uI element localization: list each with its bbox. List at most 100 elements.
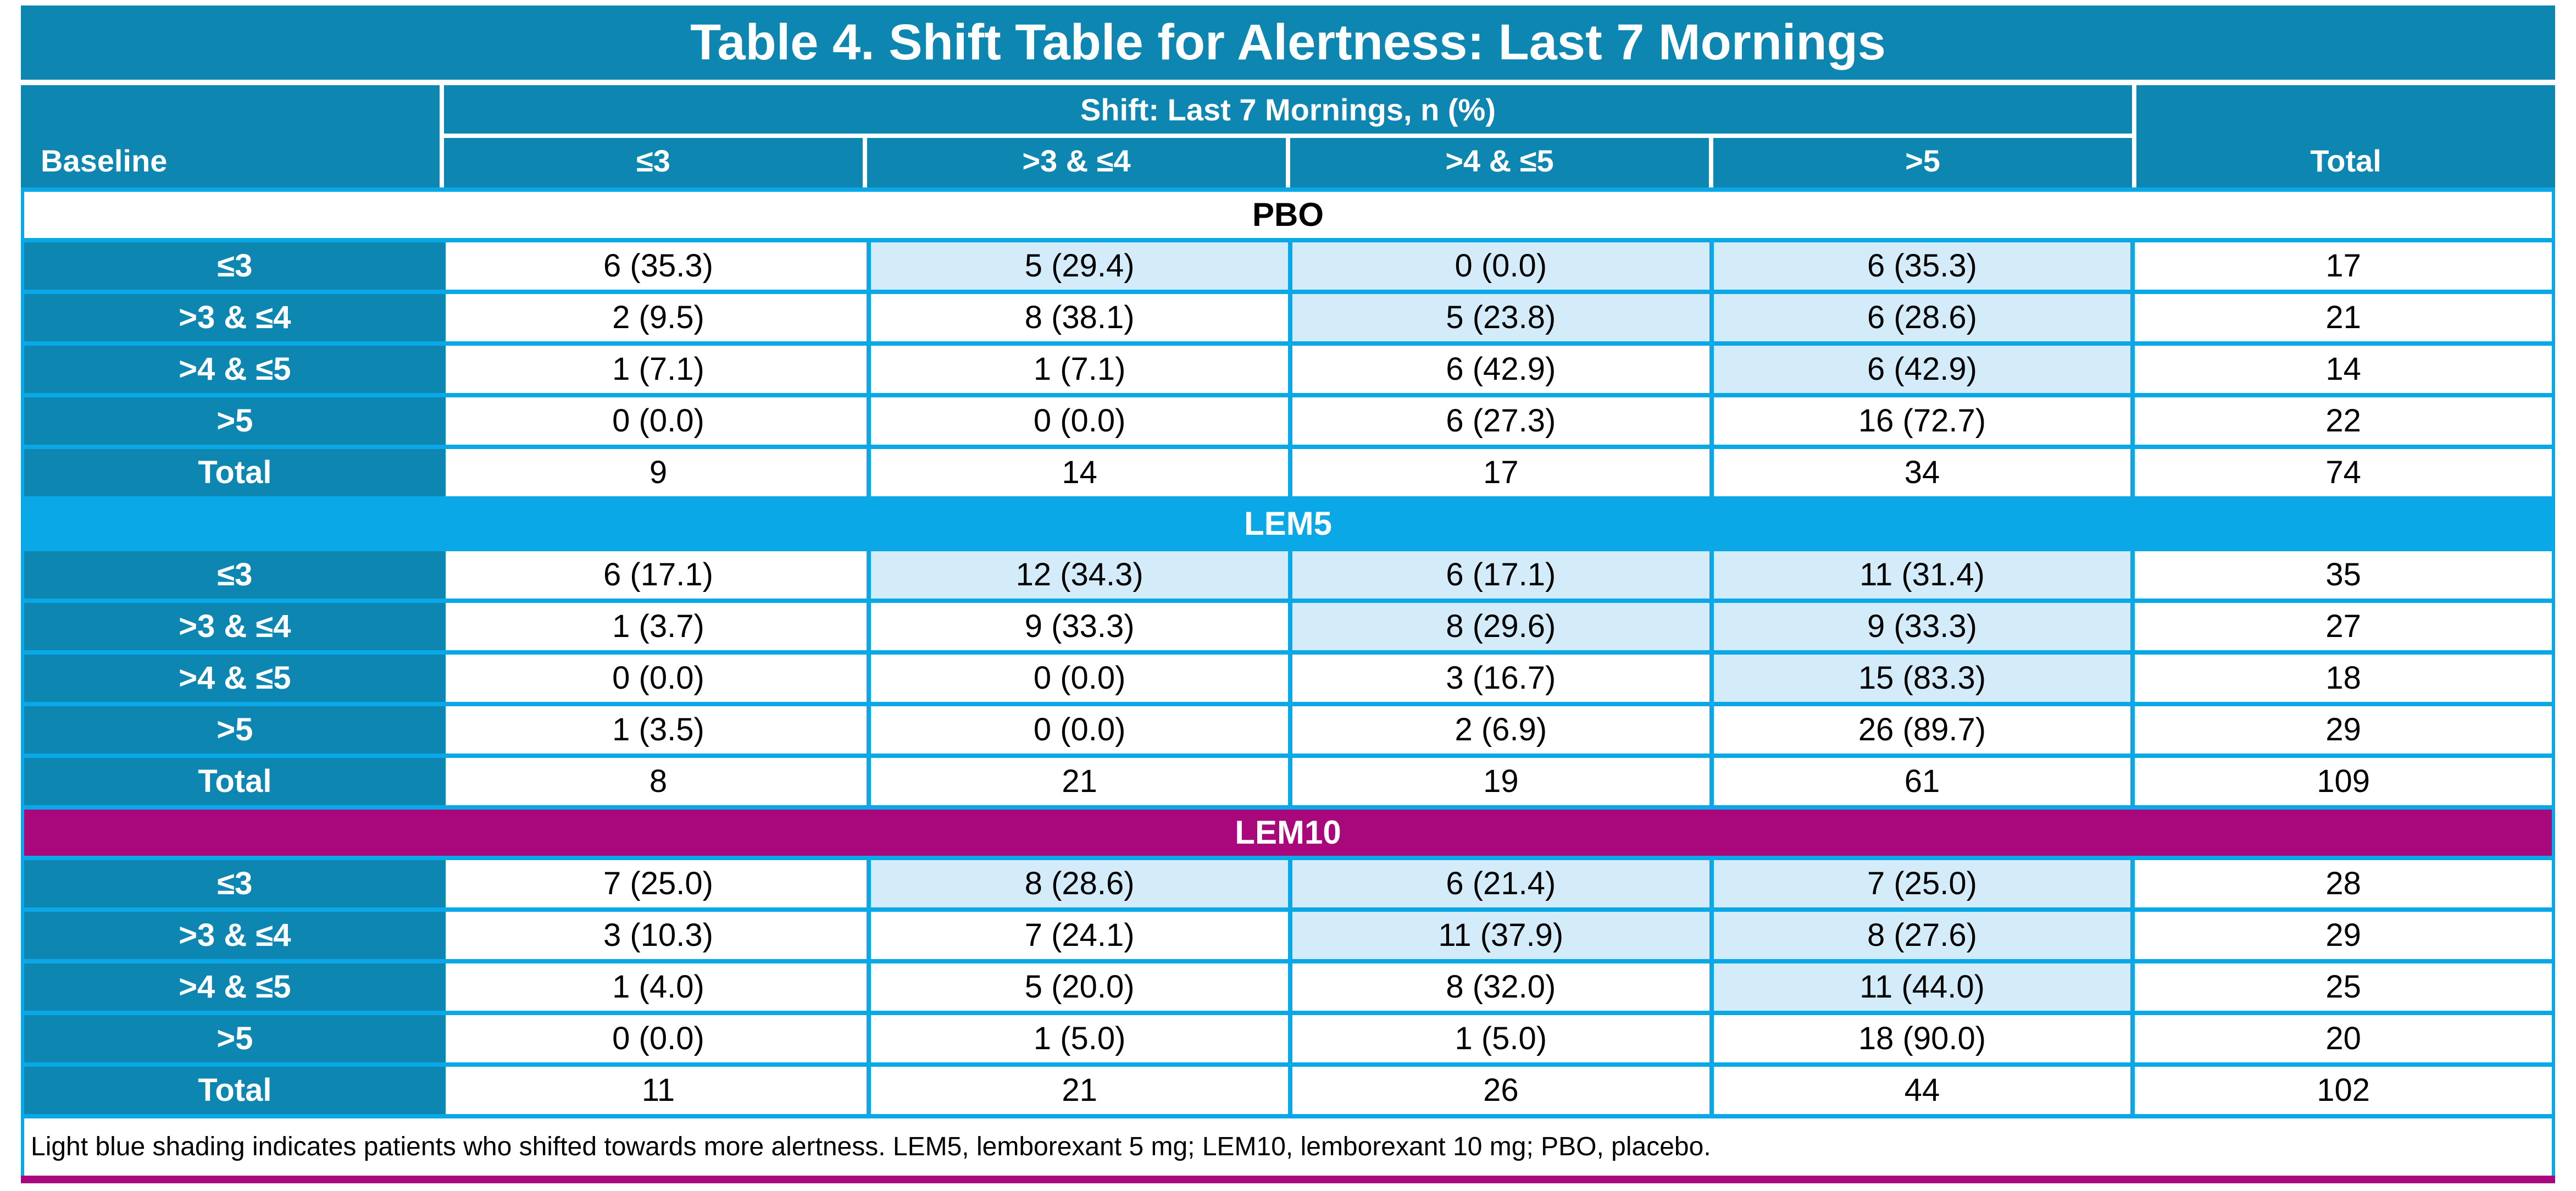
row-total: 102 xyxy=(2130,1067,2552,1114)
table-row: >3 & ≤4 1 (3.7) 9 (33.3) 8 (29.6) 9 (33.… xyxy=(24,599,2552,650)
section-band-lem5: LEM5 xyxy=(24,496,2552,547)
table-row-total: Total 8 21 19 61 109 xyxy=(24,754,2552,805)
header-col-3to4: >3 & ≤4 xyxy=(867,138,1286,187)
cell-shaded: 6 (35.3) xyxy=(1709,242,2131,290)
cell: 44 xyxy=(1709,1067,2131,1114)
cell: 1 (5.0) xyxy=(867,1015,1288,1062)
header-col-gt5: >5 xyxy=(1713,138,2132,187)
cell-shaded: 11 (37.9) xyxy=(1288,912,1709,959)
cell: 19 xyxy=(1288,758,1709,805)
row-total: 109 xyxy=(2130,758,2552,805)
cell: 9 xyxy=(445,449,867,496)
row-total: 20 xyxy=(2130,1015,2552,1062)
header-col-le3: ≤3 xyxy=(444,138,863,187)
cell-shaded: 7 (25.0) xyxy=(1709,860,2131,907)
cell-shaded: 8 (27.6) xyxy=(1709,912,2131,959)
table-title: Table 4. Shift Table for Alertness: Last… xyxy=(21,5,2555,80)
section-band-pbo: PBO xyxy=(24,187,2552,238)
header-col-total: Total xyxy=(2136,85,2555,187)
cell: 6 (17.1) xyxy=(445,551,867,599)
cell: 0 (0.0) xyxy=(867,397,1288,445)
cell: 6 (42.9) xyxy=(1288,346,1709,393)
cell: 18 (90.0) xyxy=(1709,1015,2131,1062)
table-row-total: Total 9 14 17 34 74 xyxy=(24,445,2552,496)
row-label: >3 & ≤4 xyxy=(24,294,446,341)
table-row: >5 0 (0.0) 1 (5.0) 1 (5.0) 18 (90.0) 20 xyxy=(24,1011,2552,1062)
row-total: 25 xyxy=(2130,963,2552,1011)
header-col-4to5: >4 & ≤5 xyxy=(1290,138,1709,187)
cell-shaded: 11 (31.4) xyxy=(1709,551,2131,599)
cell: 7 (24.1) xyxy=(867,912,1288,959)
table-header: Baseline Shift: Last 7 Mornings, n (%) ≤… xyxy=(21,85,2555,187)
cell-shaded: 12 (34.3) xyxy=(867,551,1288,599)
header-shift-group: Shift: Last 7 Mornings, n (%) xyxy=(444,85,2132,134)
cell: 0 (0.0) xyxy=(867,655,1288,702)
row-total: 28 xyxy=(2130,860,2552,907)
cell-shaded: 8 (28.6) xyxy=(867,860,1288,907)
cell: 26 xyxy=(1288,1067,1709,1114)
row-label: >4 & ≤5 xyxy=(24,655,446,702)
cell: 1 (5.0) xyxy=(1288,1015,1709,1062)
table-row: >4 & ≤5 1 (7.1) 1 (7.1) 6 (42.9) 6 (42.9… xyxy=(24,341,2552,393)
cell: 2 (6.9) xyxy=(1288,706,1709,754)
cell: 3 (16.7) xyxy=(1288,655,1709,702)
table-row: >5 0 (0.0) 0 (0.0) 6 (27.3) 16 (72.7) 22 xyxy=(24,393,2552,445)
row-label: ≤3 xyxy=(24,860,446,907)
cell-shaded: 5 (23.8) xyxy=(1288,294,1709,341)
row-total: 22 xyxy=(2130,397,2552,445)
cell-shaded: 0 (0.0) xyxy=(1288,242,1709,290)
cell: 1 (7.1) xyxy=(867,346,1288,393)
cell: 61 xyxy=(1709,758,2131,805)
cell: 5 (20.0) xyxy=(867,963,1288,1011)
row-label: >5 xyxy=(24,706,446,754)
section-band-lem10: LEM10 xyxy=(24,805,2552,856)
cell-shaded: 9 (33.3) xyxy=(1709,603,2131,650)
row-total: 21 xyxy=(2130,294,2552,341)
row-label: >5 xyxy=(24,1015,446,1062)
table-row: >4 & ≤5 1 (4.0) 5 (20.0) 8 (32.0) 11 (44… xyxy=(24,959,2552,1011)
row-total: 18 xyxy=(2130,655,2552,702)
table-row: ≤3 7 (25.0) 8 (28.6) 6 (21.4) 7 (25.0) 2… xyxy=(24,856,2552,907)
row-label: >4 & ≤5 xyxy=(24,963,446,1011)
cell: 17 xyxy=(1288,449,1709,496)
cell: 3 (10.3) xyxy=(445,912,867,959)
cell-shaded: 6 (42.9) xyxy=(1709,346,2131,393)
cell: 0 (0.0) xyxy=(445,1015,867,1062)
table-row: ≤3 6 (17.1) 12 (34.3) 6 (17.1) 11 (31.4)… xyxy=(24,547,2552,599)
header-baseline: Baseline xyxy=(21,85,440,187)
row-total: 29 xyxy=(2130,912,2552,959)
title-header-divider xyxy=(21,80,2555,85)
cell: 26 (89.7) xyxy=(1709,706,2131,754)
cell: 14 xyxy=(867,449,1288,496)
cell: 6 (27.3) xyxy=(1288,397,1709,445)
cell-shaded: 6 (28.6) xyxy=(1709,294,2131,341)
cell: 16 (72.7) xyxy=(1709,397,2131,445)
shift-table: Table 4. Shift Table for Alertness: Last… xyxy=(21,5,2555,1183)
cell: 21 xyxy=(867,1067,1288,1114)
cell-shaded: 15 (83.3) xyxy=(1709,655,2131,702)
cell-shaded: 6 (17.1) xyxy=(1288,551,1709,599)
row-label: ≤3 xyxy=(24,551,446,599)
row-total: 35 xyxy=(2130,551,2552,599)
row-label: >4 & ≤5 xyxy=(24,346,446,393)
row-total: 74 xyxy=(2130,449,2552,496)
table-row: >3 & ≤4 2 (9.5) 8 (38.1) 5 (23.8) 6 (28.… xyxy=(24,290,2552,341)
cell-shaded: 11 (44.0) xyxy=(1709,963,2131,1011)
row-label: Total xyxy=(24,449,446,496)
table-row: >4 & ≤5 0 (0.0) 0 (0.0) 3 (16.7) 15 (83.… xyxy=(24,650,2552,702)
cell: 1 (4.0) xyxy=(445,963,867,1011)
table-row: >3 & ≤4 3 (10.3) 7 (24.1) 11 (37.9) 8 (2… xyxy=(24,907,2552,959)
cell: 1 (7.1) xyxy=(445,346,867,393)
cell: 34 xyxy=(1709,449,2131,496)
cell: 11 xyxy=(445,1067,867,1114)
cell: 0 (0.0) xyxy=(445,397,867,445)
row-total: 14 xyxy=(2130,346,2552,393)
table-body: PBO ≤3 6 (35.3) 5 (29.4) 0 (0.0) 6 (35.3… xyxy=(21,187,2555,1176)
table-row: >5 1 (3.5) 0 (0.0) 2 (6.9) 26 (89.7) 29 xyxy=(24,702,2552,754)
row-label: Total xyxy=(24,758,446,805)
cell: 9 (33.3) xyxy=(867,603,1288,650)
cell: 6 (35.3) xyxy=(445,242,867,290)
cell: 8 (38.1) xyxy=(867,294,1288,341)
table-row: ≤3 6 (35.3) 5 (29.4) 0 (0.0) 6 (35.3) 17 xyxy=(24,238,2552,290)
